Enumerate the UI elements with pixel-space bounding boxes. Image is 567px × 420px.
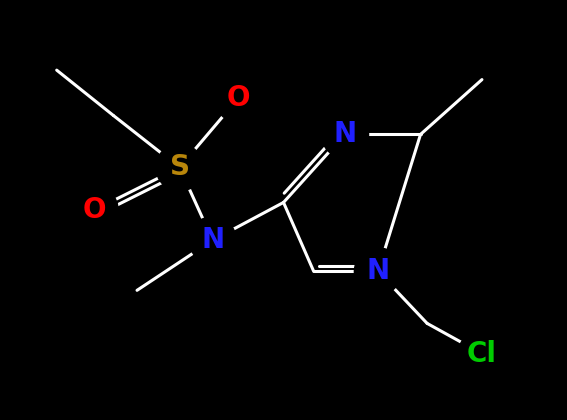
Text: N: N [333,121,357,148]
Text: O: O [83,196,106,224]
Circle shape [214,75,262,122]
Text: N: N [201,226,224,254]
Text: O: O [226,84,250,113]
Text: S: S [170,153,189,181]
Circle shape [71,186,118,234]
Circle shape [156,144,203,191]
Text: N: N [366,257,390,286]
Circle shape [321,111,369,158]
Circle shape [458,330,506,377]
Circle shape [189,217,236,264]
Circle shape [354,248,401,295]
Text: Cl: Cl [467,340,497,368]
